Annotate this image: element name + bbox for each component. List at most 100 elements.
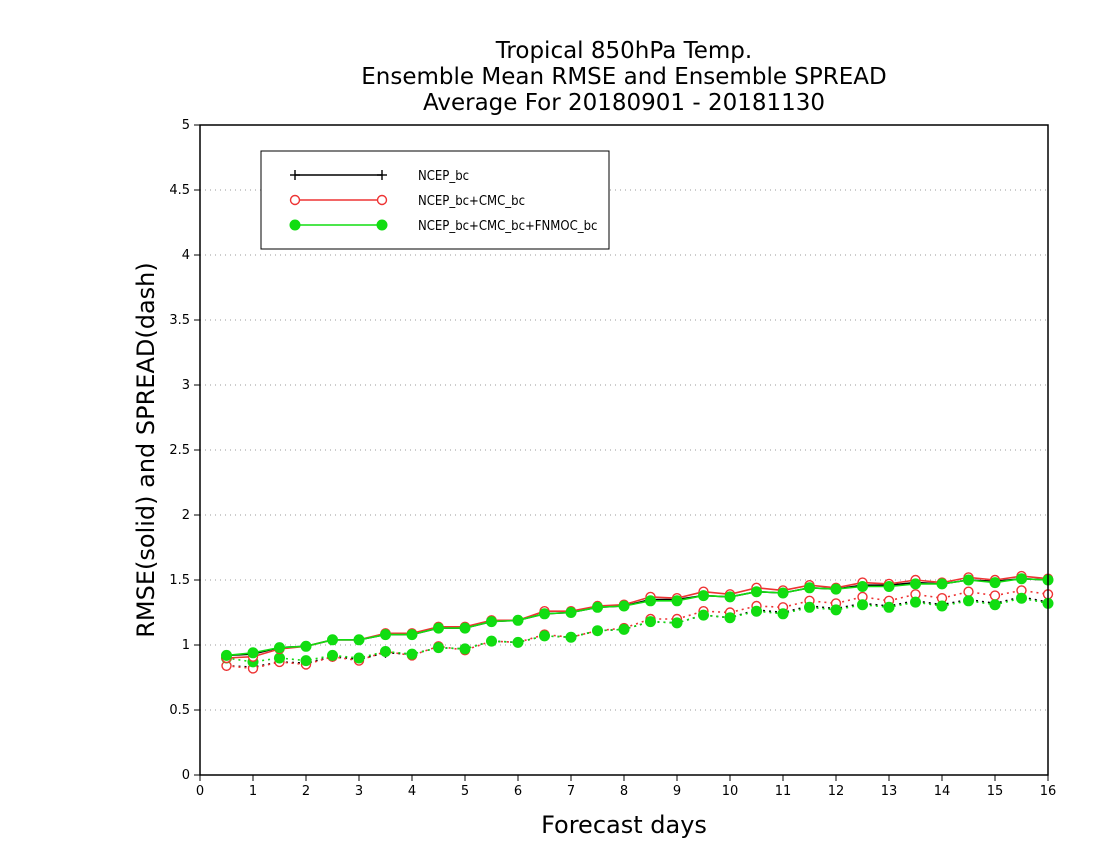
x-tick-label: 13 <box>881 784 898 799</box>
rmse-point <box>963 574 974 586</box>
spread-point <box>751 605 762 617</box>
y-tick-label: 1.5 <box>169 573 190 588</box>
rmse-point <box>406 629 418 641</box>
x-tick-label: 0 <box>196 784 204 799</box>
y-tick-label: 0.5 <box>169 703 190 718</box>
axis-ticks: 00.511.522.533.544.550 1 2 3 4 5 6 7 8 9 10 11 12 13 1… <box>169 118 1056 799</box>
y-tick-label: 3.5 <box>169 313 190 328</box>
rmse-point <box>804 582 815 594</box>
legend-entries: NCEP_bc NCEP_bc+CMC_bc NCEP_bc+CMC_bc+FNMO… <box>289 169 597 234</box>
rmse-point <box>857 581 868 592</box>
rmse-point <box>565 607 577 618</box>
spread-point <box>433 642 444 654</box>
legend-marker <box>289 219 301 231</box>
rmse-point <box>247 647 259 659</box>
legend-marker <box>377 170 387 180</box>
spread-point <box>565 631 577 643</box>
spread-point <box>274 652 285 664</box>
spread-point <box>989 599 1001 611</box>
chart-title-line-3: Average For 20180901 - 20181130 <box>423 90 825 116</box>
x-axis-label: Forecast days <box>541 811 707 839</box>
rmse-point <box>539 608 550 620</box>
series-2-spread <box>221 592 1054 668</box>
rmse-point <box>433 622 444 634</box>
x-tick-label: 5 <box>461 784 469 799</box>
rmse-point <box>777 587 789 599</box>
x-tick-label: 1 <box>249 784 257 799</box>
rmse-point <box>883 581 895 592</box>
y-tick-label: 1 <box>182 638 190 653</box>
spread-point <box>671 617 683 629</box>
x-tick-label: 9 <box>673 784 681 799</box>
spread-point <box>883 601 895 613</box>
legend-label: NCEP_bc+CMC_bc <box>418 194 525 209</box>
rmse-point <box>936 578 948 590</box>
y-tick-label: 2.5 <box>169 443 190 458</box>
rmse-point <box>327 634 338 646</box>
rmse-point <box>221 649 232 661</box>
x-tick-label: 7 <box>567 784 575 799</box>
spread-point <box>380 646 391 657</box>
spread-point <box>406 648 418 660</box>
rmse-point <box>698 590 709 602</box>
rmse-point <box>486 616 497 628</box>
series-2-rmse <box>221 573 1054 661</box>
spread-point <box>327 649 338 661</box>
rmse-point <box>671 595 683 607</box>
legend-label: NCEP_bc+CMC_bc+FNMOC_bc <box>418 219 597 234</box>
legend-marker <box>376 219 388 231</box>
spread-point <box>724 612 736 624</box>
spread-point <box>459 643 471 655</box>
spread-point <box>698 609 709 621</box>
y-tick-label: 0 <box>182 768 190 783</box>
rmse-point <box>459 622 471 634</box>
spread-point <box>857 599 868 611</box>
x-tick-label: 3 <box>355 784 363 799</box>
spread-point <box>512 636 524 648</box>
spread-point <box>777 608 789 620</box>
legend-marker <box>289 194 301 206</box>
spread-point <box>936 600 948 612</box>
spread-point <box>963 586 974 597</box>
rmse-point <box>645 595 656 607</box>
rmse-point <box>618 600 630 612</box>
rmse-point <box>512 614 524 626</box>
rmse-point <box>353 634 365 646</box>
y-tick-label: 4 <box>182 248 190 263</box>
legend-marker <box>376 194 388 206</box>
legend: NCEP_bc NCEP_bc+CMC_bc NCEP_bc+CMC_bc+FNMO… <box>260 150 610 250</box>
x-tick-label: 2 <box>302 784 310 799</box>
rmse-point <box>724 591 736 603</box>
rmse-point <box>380 629 391 641</box>
legend-label: NCEP_bc <box>418 169 469 184</box>
x-tick-label: 16 <box>1040 784 1057 799</box>
rmse-point <box>274 642 285 654</box>
spread-point <box>592 625 603 637</box>
spread-point <box>486 635 497 647</box>
spread-point <box>539 630 550 642</box>
x-tick-label: 11 <box>775 784 792 799</box>
spread-point <box>910 596 921 608</box>
chart-title-line-1: Tropical 850hPa Temp. <box>495 38 752 64</box>
spread-point <box>618 623 630 635</box>
y-axis-label: RMSE(solid) and SPREAD(dash) <box>132 262 160 638</box>
rmse-point <box>592 601 603 613</box>
x-tick-label: 6 <box>514 784 522 799</box>
spread-point <box>989 590 1001 601</box>
x-tick-label: 4 <box>408 784 416 799</box>
spread-point <box>830 604 842 616</box>
y-tick-label: 5 <box>182 118 190 133</box>
y-tick-label: 4.5 <box>169 183 190 198</box>
spread-point <box>804 601 815 613</box>
spread-point <box>353 652 365 664</box>
spread-point <box>645 616 656 628</box>
spread-point <box>1016 592 1027 604</box>
x-tick-label: 10 <box>722 784 739 799</box>
y-tick-label: 3 <box>182 378 190 393</box>
chart-title-line-2: Ensemble Mean RMSE and Ensemble SPREAD <box>361 64 886 90</box>
y-tick-label: 2 <box>182 508 190 523</box>
x-tick-label: 8 <box>620 784 628 799</box>
x-tick-label: 12 <box>828 784 845 799</box>
legend-marker <box>290 170 300 180</box>
rmse-point <box>751 586 762 598</box>
